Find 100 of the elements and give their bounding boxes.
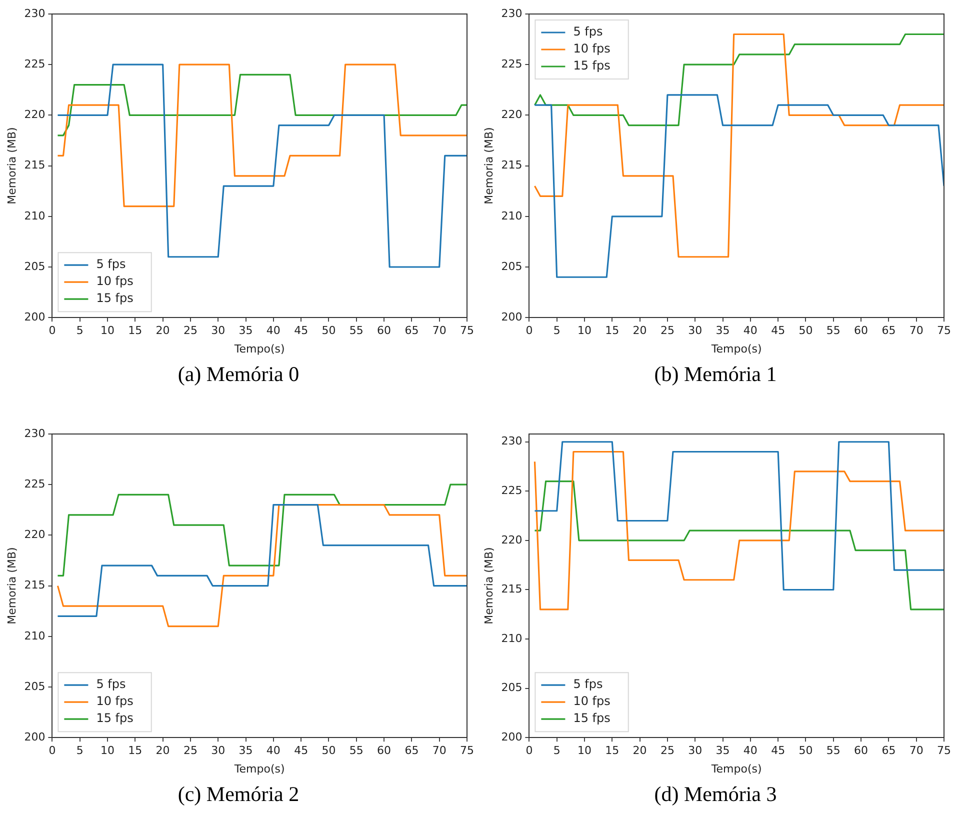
x-tick-label: 0 [526, 744, 533, 758]
x-tick-label: 15 [128, 324, 142, 338]
y-tick-label: 200 [501, 310, 522, 324]
y-tick-label: 210 [24, 209, 46, 222]
text: (b) Memória 1 [653, 362, 778, 387]
y-tick-label: 200 [501, 730, 522, 744]
legend-label: 10 fps [96, 694, 134, 708]
x-tick-label: 50 [322, 744, 336, 758]
x-tick-label: 10 [100, 324, 115, 338]
y-tick-label: 205 [24, 260, 46, 273]
x-tick-label: 45 [294, 744, 308, 758]
x-tick-label: 35 [716, 744, 730, 758]
x-tick-label: 75 [937, 744, 951, 758]
x-tick-label: 5 [553, 324, 560, 338]
y-tick-label: 230 [501, 434, 522, 448]
x-tick-label: 55 [826, 324, 840, 338]
x-tick-label: 15 [605, 744, 620, 758]
x-tick-label: 20 [632, 324, 647, 338]
x-tick-label: 25 [183, 324, 198, 338]
x-tick-label: 40 [743, 324, 758, 338]
legend-label: 15 fps [573, 711, 610, 726]
x-tick-label: 65 [882, 744, 896, 758]
x-axis-title: Tempo(s) [710, 762, 762, 776]
legend-label: 15 fps [96, 711, 134, 726]
x-tick-label: 50 [322, 324, 336, 338]
x-tick-label: 0 [48, 744, 56, 758]
y-tick-label: 215 [501, 582, 522, 596]
x-tick-label: 50 [798, 324, 813, 338]
x-tick-label: 30 [688, 324, 702, 338]
x-tick-label: 55 [349, 744, 364, 758]
x-tick-label: 15 [128, 744, 142, 758]
x-tick-label: 30 [688, 744, 702, 758]
x-tick-label: 20 [156, 324, 170, 338]
x-tick-label: 35 [238, 324, 253, 338]
x-tick-label: 20 [156, 744, 170, 758]
legend-label: 10 fps [573, 694, 610, 708]
y-tick-label: 225 [24, 57, 46, 70]
y-tick-label: 220 [501, 108, 522, 122]
x-tick-label: 65 [404, 744, 419, 758]
y-tick-label: 205 [501, 260, 522, 273]
x-axis-title: Tempo(s) [233, 342, 285, 356]
legend-label: 10 fps [573, 42, 610, 56]
y-tick-label: 225 [501, 484, 522, 498]
x-tick-label: 40 [266, 744, 280, 758]
x-tick-label: 70 [909, 744, 924, 758]
y-tick-label: 225 [501, 57, 522, 70]
legend-label: 15 fps [573, 58, 610, 73]
y-tick-label: 200 [24, 730, 46, 744]
y-tick-label: 210 [501, 632, 522, 645]
x-tick-label: 30 [211, 324, 226, 338]
y-tick-label: 230 [501, 6, 522, 20]
x-tick-label: 5 [553, 744, 560, 758]
x-tick-label: 15 [605, 324, 620, 338]
y-tick-label: 225 [24, 477, 46, 490]
x-axis-title: Tempo(s) [233, 762, 285, 776]
x-tick-label: 60 [377, 744, 392, 758]
x-tick-label: 60 [377, 324, 392, 338]
y-tick-label: 215 [24, 158, 46, 172]
y-tick-label: 205 [501, 681, 522, 694]
x-tick-label: 60 [854, 744, 868, 758]
y-tick-label: 220 [24, 108, 46, 122]
legend-label: 5 fps [573, 677, 603, 692]
x-tick-label: 35 [238, 744, 253, 758]
legend-label: 5 fps [96, 257, 126, 272]
x-tick-label: 65 [404, 324, 419, 338]
text: (c) Memória 2 [176, 782, 300, 807]
y-axis-title: Memoria (MB) [482, 127, 496, 204]
y-tick-label: 215 [501, 158, 522, 172]
x-tick-label: 40 [743, 744, 758, 758]
x-tick-label: 45 [771, 744, 786, 758]
x-tick-label: 25 [183, 744, 198, 758]
y-tick-label: 220 [24, 528, 46, 542]
y-tick-label: 230 [24, 6, 46, 20]
y-axis-title: Memoria (MB) [5, 547, 18, 624]
x-tick-label: 30 [211, 744, 226, 758]
y-tick-label: 215 [24, 578, 46, 592]
x-tick-label: 60 [854, 324, 868, 338]
x-tick-label: 20 [632, 744, 647, 758]
x-tick-label: 70 [909, 324, 924, 338]
y-tick-label: 210 [501, 209, 522, 222]
y-tick-label: 200 [24, 310, 46, 324]
x-tick-label: 40 [266, 324, 280, 338]
x-tick-label: 45 [294, 324, 308, 338]
x-tick-label: 70 [432, 744, 446, 758]
x-tick-label: 45 [771, 324, 786, 338]
legend-label: 5 fps [573, 24, 603, 39]
x-tick-label: 25 [660, 324, 674, 338]
x-tick-label: 75 [460, 744, 474, 758]
x-tick-label: 55 [349, 324, 364, 338]
y-tick-label: 205 [24, 680, 46, 693]
y-axis-title: Memoria (MB) [5, 127, 18, 204]
x-tick-label: 10 [578, 324, 592, 338]
x-tick-label: 65 [882, 324, 896, 338]
y-tick-label: 210 [24, 629, 46, 642]
x-tick-label: 75 [937, 324, 951, 338]
legend-label: 10 fps [96, 274, 134, 288]
y-tick-label: 230 [24, 426, 46, 440]
x-tick-label: 55 [826, 744, 840, 758]
x-tick-label: 10 [578, 744, 592, 758]
y-tick-label: 220 [501, 533, 522, 546]
